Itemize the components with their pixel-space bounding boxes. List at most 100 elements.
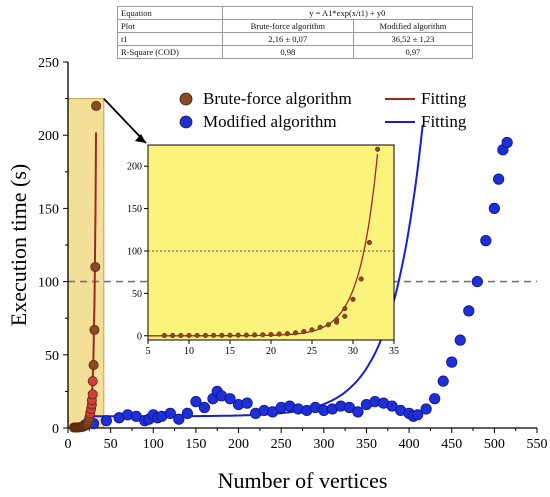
inset-data-point (227, 332, 233, 338)
x-tick-label: 350 (356, 437, 377, 452)
data-point-brute-force (87, 389, 98, 400)
inset-data-point (293, 330, 299, 336)
inset-data-point (375, 146, 381, 152)
x-tick-label: 50 (104, 437, 118, 452)
inset-data-point (358, 276, 364, 282)
inset-data-point (252, 332, 258, 338)
data-point-modified (224, 393, 236, 405)
inset-y-tick-label: 50 (132, 289, 142, 300)
data-point-modified (100, 415, 112, 427)
inset-data-point (276, 331, 282, 337)
fit-table-cell: 0,98 (221, 45, 354, 59)
y-tick-label: 100 (38, 276, 59, 291)
y-tick-label: 250 (38, 56, 59, 71)
data-point-modified (190, 396, 202, 408)
inset-data-point (342, 313, 348, 319)
x-tick-label: 200 (228, 437, 249, 452)
fit-parameters-table: Equation y = A1*exp(x/t1) + y0 Plot Brut… (117, 6, 474, 59)
inset-x-tick-label: 15 (225, 346, 235, 357)
data-point-modified (480, 235, 492, 247)
fit-table-row-t1: t1 2,16 ± 0,07 36,52 ± 1,23 (117, 32, 474, 46)
inset-data-point (325, 322, 331, 328)
fit-table-row-r-square: R-Square (COD) 0,98 0,97 (117, 45, 474, 59)
zoom-arrow-line (103, 97, 147, 144)
inset-data-point (317, 324, 323, 330)
inset-plot: 5 10 15 20 25 30 35 0 50 100 150 200 (103, 97, 399, 357)
data-point-modified (488, 202, 500, 214)
data-point-modified (352, 406, 364, 418)
data-point-modified (164, 407, 176, 419)
data-point-modified (437, 375, 449, 387)
data-point-brute-force (91, 100, 102, 111)
data-point-modified (463, 305, 475, 317)
data-point-modified (429, 393, 441, 405)
data-point-modified (493, 173, 505, 185)
zoom-arrow-head (135, 134, 146, 143)
inset-y-tick-label: 200 (127, 162, 142, 173)
data-point-modified (173, 413, 185, 425)
legend-fit-label-modified: Fitting (421, 112, 467, 131)
data-point-modified (241, 397, 253, 409)
x-tick-label: 250 (271, 437, 292, 452)
inset-data-point (194, 332, 200, 338)
fit-table-cell: 0,97 (352, 45, 474, 59)
data-point-modified (412, 409, 424, 421)
y-tick-label: 150 (38, 202, 59, 217)
inset-x-tick-label: 25 (307, 346, 317, 357)
inset-x-tick-label: 5 (146, 346, 151, 357)
y-tick-label: 0 (52, 422, 59, 437)
inset-data-point (178, 332, 184, 339)
inset-data-point (284, 331, 290, 337)
inset-x-tick-label: 20 (266, 346, 276, 357)
legend: Brute-force algorithm Fitting Modified alg… (179, 89, 467, 131)
inset-y-tick-label: 150 (127, 204, 142, 215)
inset-data-point (260, 332, 266, 338)
inset-y-tick-label: 100 (127, 246, 142, 257)
x-tick-label: 550 (527, 437, 548, 452)
legend-marker-brute-force (179, 92, 193, 106)
inset-background (147, 144, 395, 341)
legend-label-modified: Modified algorithm (203, 112, 337, 131)
data-point-modified (471, 275, 483, 288)
inset-data-point (268, 331, 274, 338)
y-axis-label: Execution time (s) (6, 164, 31, 327)
inset-data-point (170, 332, 176, 339)
inset-data-point (350, 296, 356, 302)
inset-data-point (202, 332, 208, 338)
legend-marker-modified (179, 115, 193, 129)
inset-data-point (186, 332, 192, 338)
x-tick-label: 0 (65, 437, 72, 452)
data-point-modified (446, 356, 458, 368)
inset-y-tick-label: 0 (137, 331, 142, 342)
inset-x-tick-label: 10 (184, 346, 194, 357)
x-tick-label: 100 (143, 437, 164, 452)
inset-data-point (334, 317, 340, 323)
inset-x-tick-label: 35 (389, 346, 399, 357)
data-point-brute-force (88, 360, 99, 371)
x-tick-label: 400 (399, 437, 420, 452)
x-tick-label: 300 (313, 437, 334, 452)
inset-data-point (161, 332, 167, 339)
x-tick-label: 500 (484, 437, 505, 452)
inset-data-point (235, 332, 241, 338)
legend-fit-label-brute-force: Fitting (421, 89, 467, 108)
inset-data-point (301, 328, 307, 335)
inset-data-point (309, 327, 315, 333)
y-tick-label: 200 (38, 129, 59, 144)
fit-table-row-equation: Equation y = A1*exp(x/t1) + y0 (117, 6, 474, 20)
x-tick-label: 450 (441, 437, 462, 452)
inset-data-point (211, 332, 217, 338)
legend-label-brute-force: Brute-force algorithm (203, 89, 352, 108)
data-point-brute-force (87, 376, 98, 387)
data-point-modified (501, 136, 513, 149)
main-plot: 0 50 100 150 200 250 300 350 400 450 500 5500501001… (6, 56, 548, 493)
x-tick-label: 150 (185, 437, 206, 452)
inset-x-tick-label: 30 (348, 346, 358, 357)
inset-data-point (243, 332, 249, 338)
data-point-modified (420, 403, 432, 415)
inset-data-point (219, 332, 225, 338)
data-point-brute-force (89, 324, 100, 335)
inset-data-point (342, 306, 348, 312)
data-point-brute-force (90, 261, 101, 272)
